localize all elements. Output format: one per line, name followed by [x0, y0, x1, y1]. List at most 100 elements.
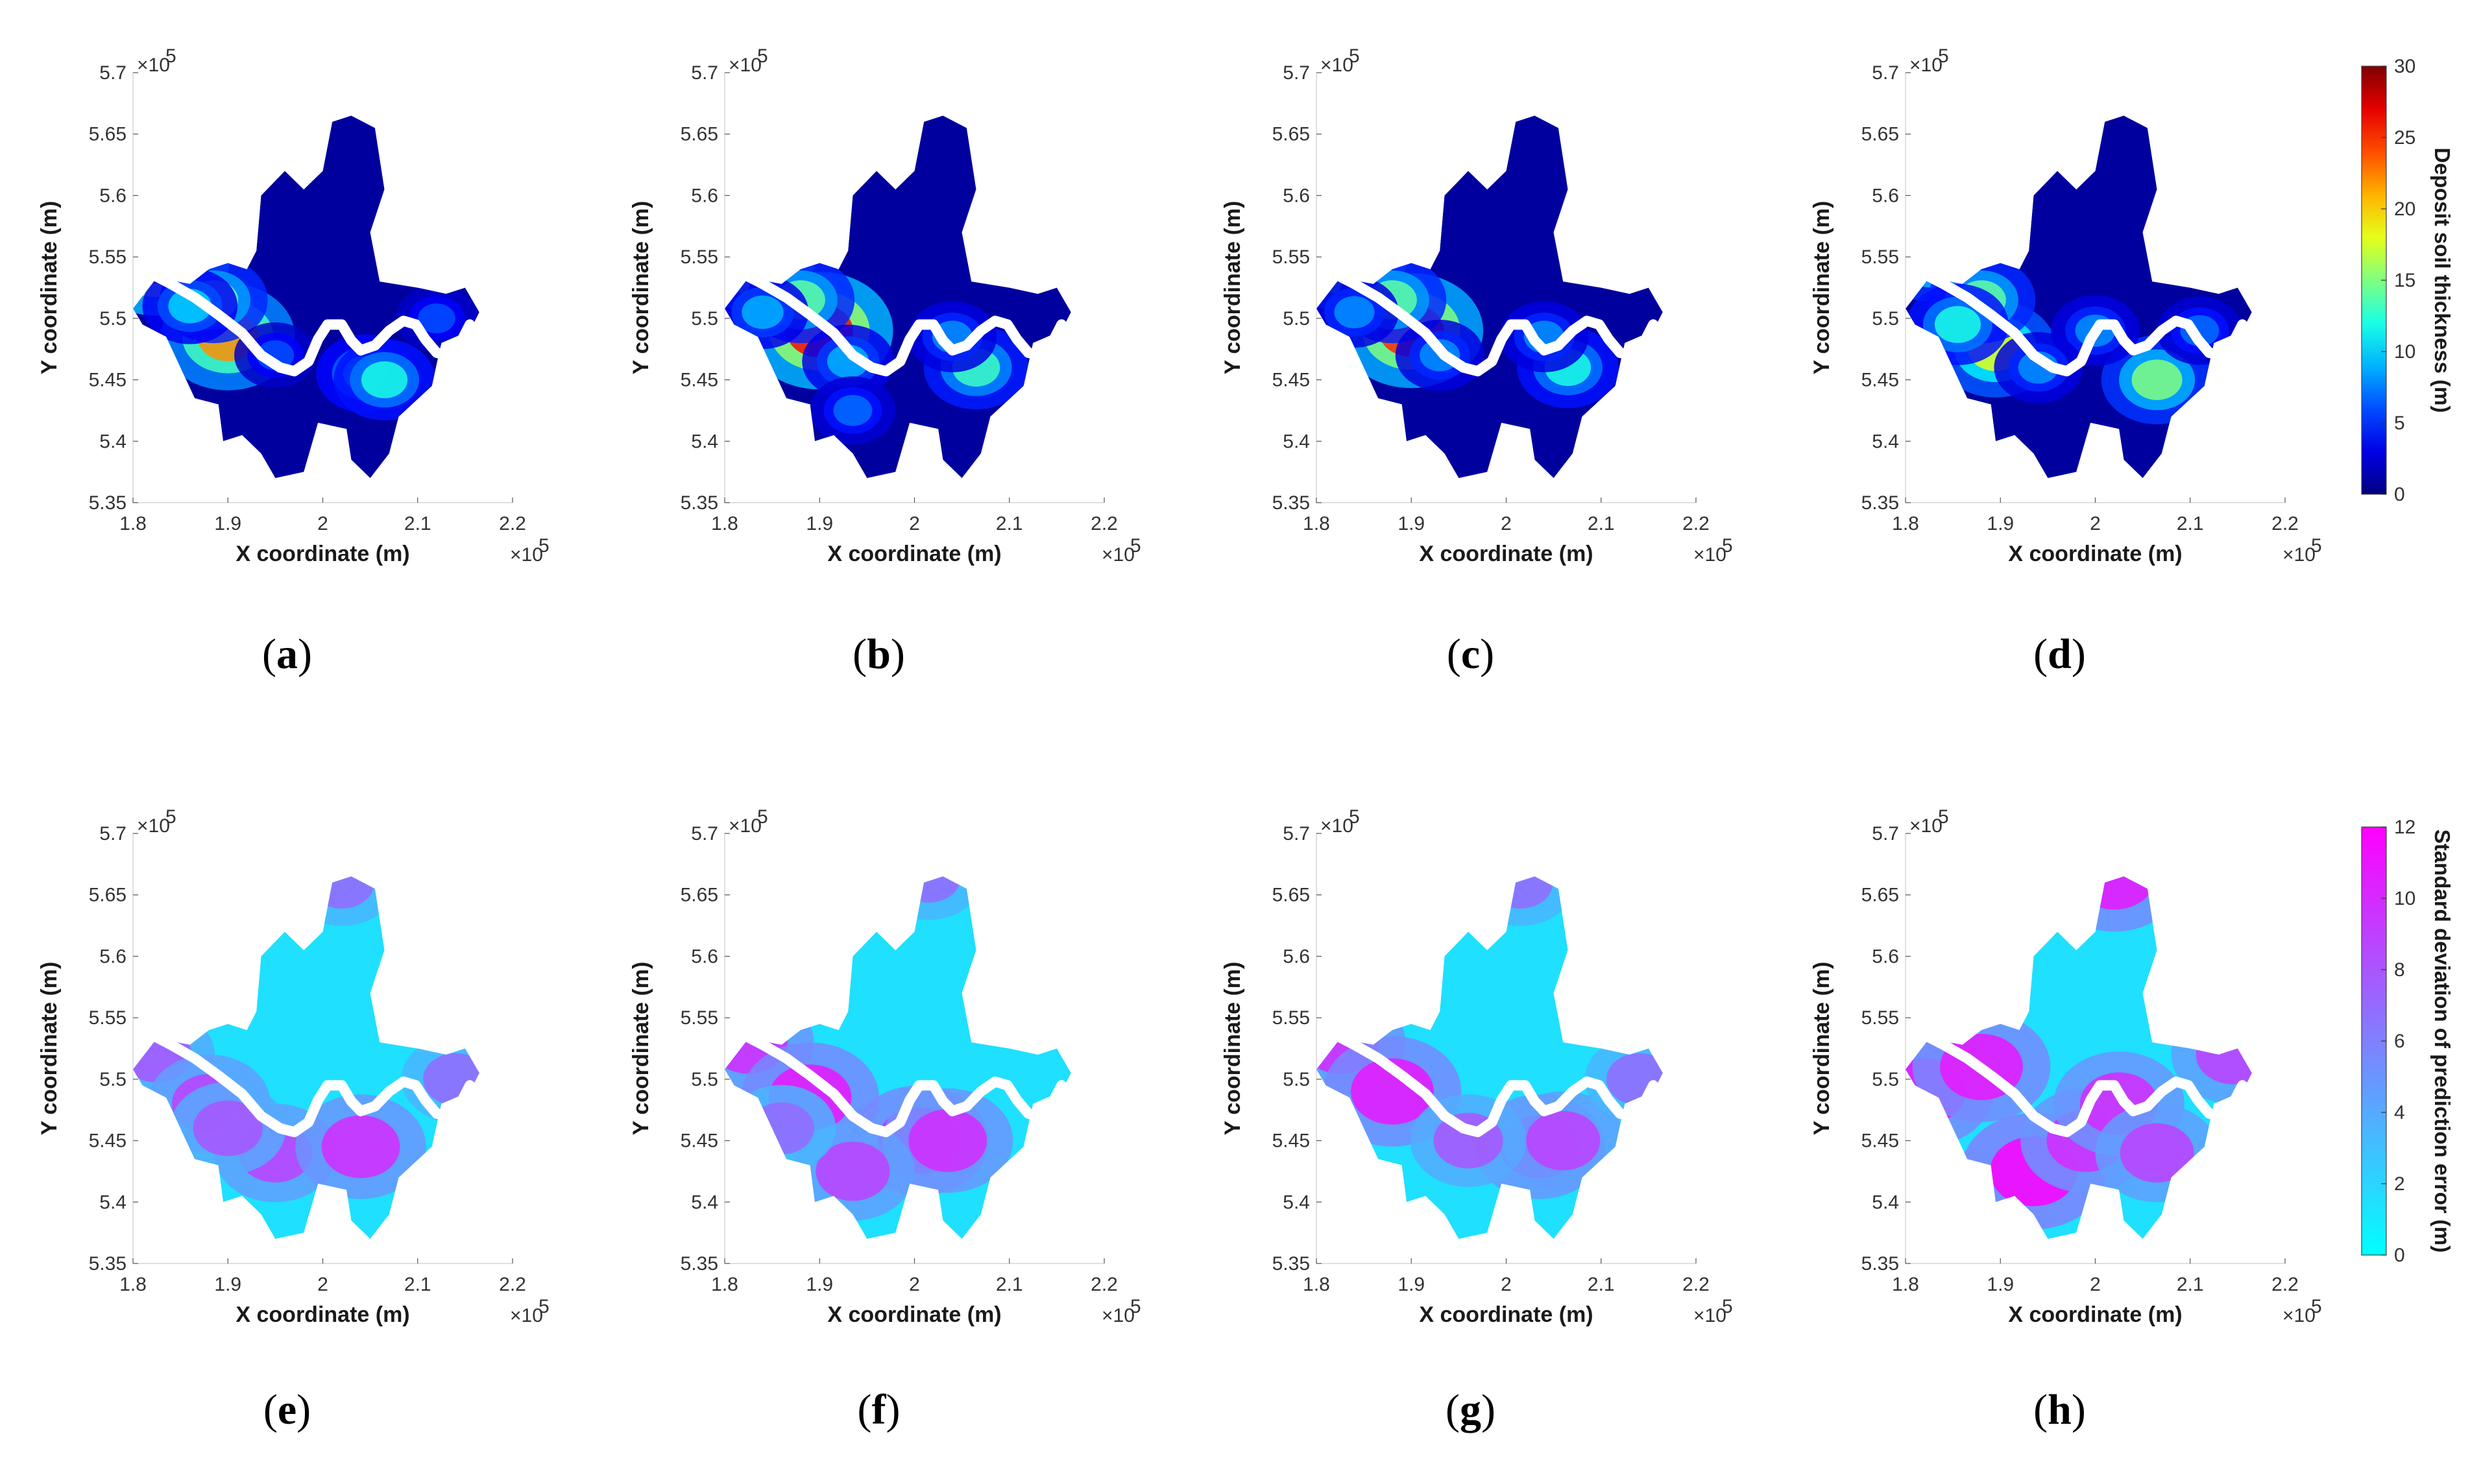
x-tick-label: 2.1 [404, 513, 431, 534]
panel-label-open: ( [2033, 1386, 2048, 1433]
x-tick-label: 1.9 [214, 1274, 241, 1295]
y-exponent: 5 [1349, 806, 1360, 828]
y-exponent: 5 [165, 45, 176, 67]
x-tick-label: 2.2 [1682, 1274, 1710, 1295]
panel-e: 1.8 1.9 2 2.1 2.2 5.35 5.4 5.45 5.5 5.55 5.6 5.65 5.… [37, 806, 550, 1433]
x-multiplier: ×10 [2282, 544, 2316, 566]
panels-layer: 1.8 1.9 2 2.1 2.25.355.45.455.55.555.65.655.… [37, 45, 2322, 1433]
map-field [1316, 115, 1663, 479]
x-tick-label: 2.1 [404, 1274, 431, 1295]
y-tick-label: 5.45 [1272, 1131, 1310, 1152]
y-tick-label: 5.7 [1283, 823, 1310, 844]
hotspot [1488, 876, 1553, 909]
y-tick-label: 5.65 [1861, 124, 1899, 145]
x-tick-label: 2.2 [1682, 513, 1710, 534]
x-multiplier: ×10 [1102, 1305, 1135, 1326]
panel-label-e: (e) [263, 1386, 311, 1433]
map-field [1906, 115, 2252, 479]
hotspot [2196, 1025, 2252, 1084]
y-tick-label: 5.55 [1861, 246, 1899, 268]
y-tick-label: 5.45 [1272, 370, 1310, 391]
colorbar-label: Standard deviation of prediction error (… [2430, 830, 2454, 1253]
x-axis-label: X coordinate (m) [1419, 1302, 1593, 1327]
y-tick-label: 5.5 [99, 1069, 127, 1090]
river-band [141, 266, 476, 377]
hotspot [423, 1053, 479, 1106]
panel-a: 1.8 1.9 2 2.1 2.2 5.35 5.4 5.45 5.5 5.55 5.6 5.65 5.… [37, 45, 550, 678]
hotspot [193, 1100, 263, 1156]
y-axis-label: Y coordinate (m) [37, 962, 62, 1136]
panel-label-open: ( [1447, 630, 1461, 678]
x-exponent: 5 [2311, 535, 2322, 556]
colorbar-tick-label: 8 [2394, 959, 2405, 981]
hotspot [1334, 296, 1375, 329]
panel-label-letter: h [2048, 1386, 2072, 1433]
panel-label-close: ) [297, 1386, 311, 1433]
x-tick-label: 1.9 [1398, 1274, 1425, 1295]
hotspot [2131, 359, 2183, 400]
hotspot [321, 1115, 400, 1179]
y-tick-label: 5.6 [1872, 946, 1899, 967]
y-tick-label: 5.4 [99, 1191, 127, 1213]
panel-label-letter: e [278, 1386, 297, 1433]
x-tick-label: 2 [909, 1274, 920, 1295]
x-tick-label: 1.9 [214, 513, 241, 534]
y-axis-label: Y coordinate (m) [629, 201, 653, 375]
x-multiplier: ×10 [1693, 544, 1726, 566]
y-axis-label: Y coordinate (m) [37, 201, 62, 375]
y-tick-label: 5.7 [691, 62, 718, 84]
x-tick-label: 1.8 [1303, 513, 1330, 534]
y-tick-label: 5.7 [99, 823, 127, 844]
colorbar-tick-label: 4 [2394, 1102, 2405, 1123]
y-tick-label: 5.55 [1272, 1007, 1310, 1029]
x-tick-label: 2.1 [1588, 1274, 1615, 1295]
y-tick-label: 5.6 [99, 185, 127, 206]
hotspot [1606, 1053, 1663, 1106]
river-band [1914, 1027, 2248, 1138]
y-multiplier: ×10 [137, 815, 170, 837]
y-tick-label: 5.45 [681, 370, 718, 391]
panel-label-close: ) [2072, 630, 2086, 678]
colorbar-tick-label: 15 [2394, 270, 2415, 291]
x-tick-label: 2 [1501, 1274, 1512, 1295]
colorbars-layer: 0 5 10 15 20 25 30 Deposit soil thickness (m) 0 2… [2361, 56, 2454, 1266]
x-tick-label: 2.1 [2177, 513, 2204, 534]
panel-label-close: ) [1480, 630, 1494, 678]
x-tick-label: 2.1 [996, 1274, 1023, 1295]
x-tick-label: 2.2 [2271, 1274, 2299, 1295]
colorbar-tick-label: 12 [2394, 817, 2415, 838]
y-tick-label: 5.5 [691, 1069, 718, 1090]
panel-h: 1.8 1.9 2 2.1 2.2 5.35 5.4 5.45 5.5 5.55 5.6 5.65 5.… [1809, 806, 2322, 1433]
panel-b: 1.8 1.9 2 2.1 2.2 5.35 5.4 5.45 5.5 5.55 5.6 5.65 5.… [629, 45, 1141, 678]
x-multiplier: ×10 [510, 544, 543, 566]
y-tick-label: 5.35 [1861, 1253, 1899, 1275]
y-tick-label: 5.65 [681, 885, 718, 906]
y-tick-label: 5.35 [1272, 1253, 1310, 1275]
y-tick-label: 5.7 [691, 823, 718, 844]
x-multiplier: ×10 [2282, 1305, 2316, 1326]
x-tick-label: 1.8 [1892, 513, 1919, 534]
colorbar-thickness: 0 5 10 15 20 25 30 Deposit soil thickness (m) [2361, 56, 2454, 505]
y-tick-label: 5.35 [1272, 492, 1310, 514]
hotspot [833, 394, 873, 426]
x-multiplier: ×10 [1693, 1305, 1726, 1326]
x-multiplier: ×10 [1102, 544, 1135, 566]
x-tick-label: 2.1 [1588, 513, 1615, 534]
hotspot [874, 876, 984, 920]
x-tick-label: 1.9 [806, 513, 833, 534]
panel-label-open: ( [1446, 1386, 1460, 1433]
y-tick-label: 5.4 [1283, 431, 1310, 452]
panel-label-f: (f) [858, 1386, 901, 1433]
river-band [733, 266, 1067, 377]
hotspot [2120, 1123, 2194, 1183]
y-tick-label: 5.45 [681, 1131, 718, 1152]
x-exponent: 5 [1722, 1296, 1733, 1317]
map-field [725, 115, 1071, 479]
y-exponent: 5 [757, 806, 768, 828]
x-tick-label: 2.2 [1091, 1274, 1118, 1295]
panel-label-g: (g) [1446, 1386, 1495, 1433]
y-tick-label: 5.7 [1872, 62, 1899, 84]
y-axis-label: Y coordinate (m) [1220, 962, 1245, 1136]
y-tick-label: 5.4 [99, 431, 127, 452]
y-tick-label: 5.45 [89, 1131, 127, 1152]
